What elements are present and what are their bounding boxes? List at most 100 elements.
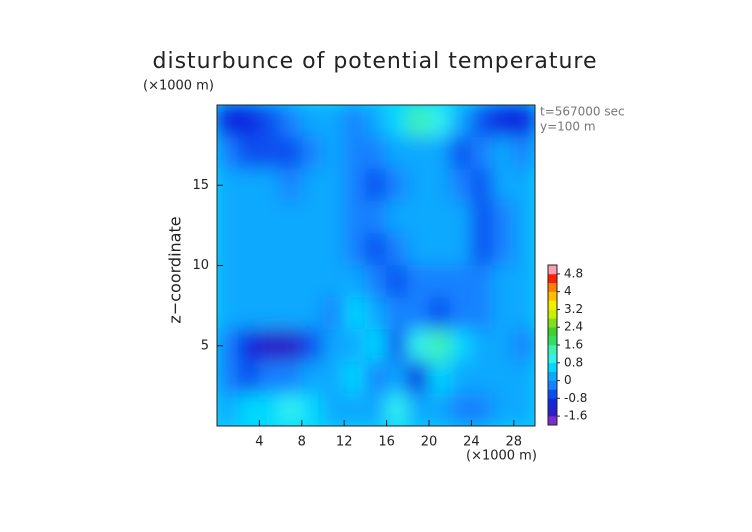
field-cell [449, 265, 472, 299]
field-cell [217, 200, 239, 234]
field-cell [407, 393, 430, 426]
y-tick-label: 5 [201, 338, 209, 353]
colorbar-tick-label: 4 [564, 284, 572, 298]
colorbar-bin [548, 371, 557, 381]
field-cell [428, 105, 451, 138]
field-cell [386, 168, 409, 202]
field-cell [513, 393, 535, 426]
field-cell [237, 105, 260, 138]
field-cell [428, 232, 451, 266]
field-cell [470, 200, 494, 234]
field-cell [237, 361, 260, 395]
field-cell [470, 105, 494, 138]
colorbar-tick-label: 1.6 [564, 338, 583, 352]
field-cell [343, 329, 366, 363]
field-cell [492, 232, 515, 266]
x-tick-label: 16 [378, 435, 395, 450]
field-cell [258, 105, 282, 138]
x-tick-label: 8 [298, 435, 306, 450]
field-cell [322, 105, 345, 138]
field-cell [513, 297, 535, 331]
field-cell [364, 200, 388, 234]
field-cell [492, 297, 515, 331]
colorbar-bin [548, 318, 557, 328]
field-cell [258, 265, 282, 299]
y-tick-label: 10 [192, 258, 209, 273]
x-tick-label: 4 [255, 435, 263, 450]
field-cell [343, 168, 366, 202]
chart-title: disturbunce of potential temperature [153, 49, 598, 74]
colorbar-bin [548, 291, 557, 301]
field-cell [407, 329, 430, 363]
x-tick-label: 12 [336, 435, 353, 450]
field-cell [237, 232, 260, 266]
field-cell [280, 105, 303, 138]
colorbar-bin [548, 416, 557, 426]
field-cell [428, 200, 451, 234]
field-cell [301, 361, 324, 395]
field-cell [513, 329, 535, 363]
field-cell [492, 361, 515, 395]
colorbar: -1.6 -0.8 0 0.8 1.6 2.4 3.2 4 4.8 [547, 264, 587, 426]
colorbar-bin [548, 282, 557, 292]
field-cell [386, 265, 409, 299]
field-cell [513, 105, 535, 138]
field-cell [449, 168, 472, 202]
x-tick-label: 24 [463, 435, 480, 450]
field-cell [343, 297, 366, 331]
field-cell [470, 168, 494, 202]
field-cell [449, 393, 472, 426]
field-cell [364, 265, 388, 299]
field-cell [386, 297, 409, 331]
colorbar-tick-label: 3.2 [564, 302, 583, 316]
colorbar-tick-label: -1.6 [564, 409, 587, 423]
field-cell [280, 361, 303, 395]
field-cell [364, 168, 388, 202]
field-cell [237, 136, 260, 170]
field-cell [343, 361, 366, 395]
annotation: t=567000 sec [540, 105, 625, 119]
field-cell [280, 297, 303, 331]
field-cell [301, 265, 324, 299]
field-cell [217, 297, 239, 331]
field-cell [343, 265, 366, 299]
field-cell [322, 232, 345, 266]
field-cell [449, 136, 472, 170]
field-cell [343, 105, 366, 138]
y-tick-label: 15 [192, 178, 209, 193]
field-cell [364, 136, 388, 170]
field-cell [217, 361, 239, 395]
field-cell [217, 136, 239, 170]
field-cell [492, 105, 515, 138]
field-cell [237, 265, 260, 299]
field-cell [470, 265, 494, 299]
x-unit: (×1000 m) [466, 449, 537, 464]
field-cell [449, 297, 472, 331]
field-cell [343, 200, 366, 234]
field-cell [492, 168, 515, 202]
field-cell [322, 136, 345, 170]
colorbar-bin [548, 273, 557, 284]
x-tick-label: 20 [421, 435, 438, 450]
field-cell [407, 265, 430, 299]
field-cell [428, 265, 451, 299]
field-cell [237, 297, 260, 331]
field-cell [301, 232, 324, 266]
field-cell [364, 393, 388, 426]
x-tick-label: 28 [506, 435, 523, 450]
annotation: y=100 m [540, 120, 596, 134]
field-cell [407, 361, 430, 395]
field-cell [470, 361, 494, 395]
field-cell [258, 297, 282, 331]
field-cell [386, 232, 409, 266]
field-cell [428, 297, 451, 331]
field-cell [237, 329, 260, 363]
field-cell [386, 329, 409, 363]
field-cell [343, 232, 366, 266]
field-cell [513, 265, 535, 299]
field-cell [428, 136, 451, 170]
field-cell [513, 361, 535, 395]
field-cell [280, 200, 303, 234]
field-cell [217, 168, 239, 202]
field-cell [449, 105, 472, 138]
